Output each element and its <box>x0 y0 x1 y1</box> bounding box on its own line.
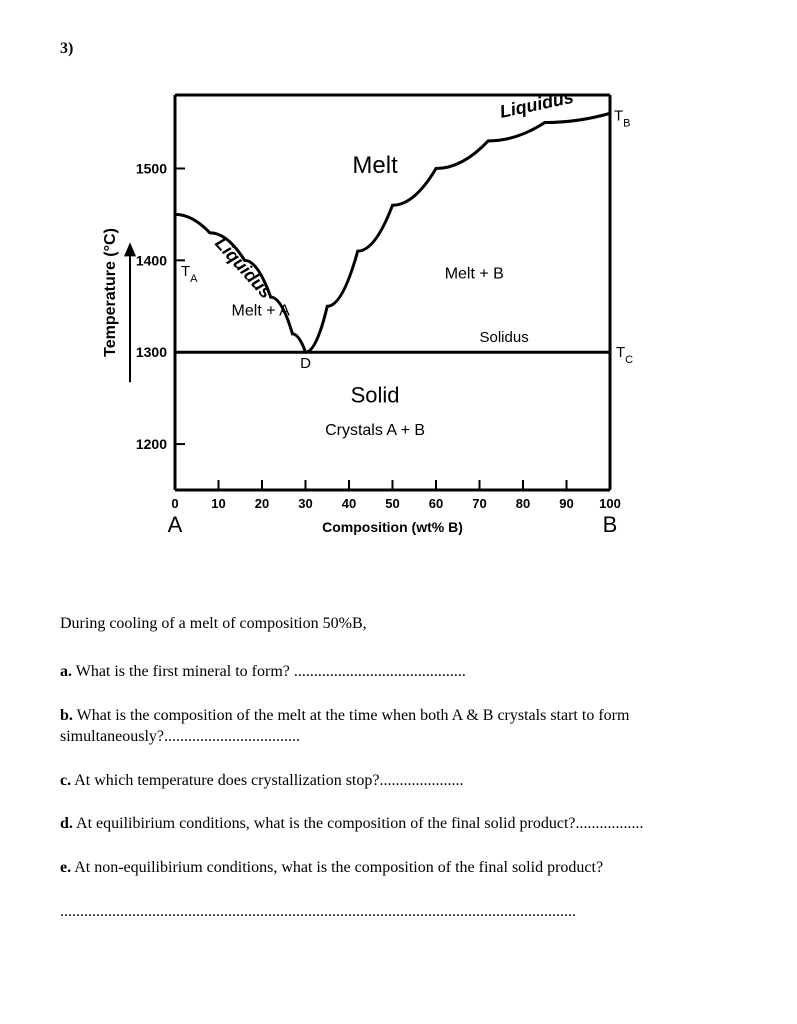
svg-text:Composition (wt% B): Composition (wt% B) <box>322 519 463 535</box>
svg-text:Crystals A + B: Crystals A + B <box>325 422 425 439</box>
svg-text:50: 50 <box>385 496 399 511</box>
label-d: d. <box>60 815 73 832</box>
subquestion-e: e. At non-equilibirium conditions, what … <box>60 857 737 879</box>
svg-text:1200: 1200 <box>136 436 167 452</box>
svg-text:Solid: Solid <box>351 383 400 408</box>
cooling-prompt: During cooling of a melt of composition … <box>60 615 737 633</box>
question-number: 3) <box>60 40 737 58</box>
svg-text:B: B <box>603 512 618 537</box>
subquestion-c: c. At which temperature does crystalliza… <box>60 770 737 792</box>
svg-text:D: D <box>300 355 311 372</box>
label-a: a. <box>60 663 72 680</box>
subquestion-d: d. At equilibirium conditions, what is t… <box>60 813 737 835</box>
label-c: c. <box>60 772 71 789</box>
svg-text:TA: TA <box>181 263 198 285</box>
subquestion-b: b. What is the composition of the melt a… <box>60 705 737 748</box>
svg-text:Solidus: Solidus <box>480 329 529 346</box>
text-b: What is the composition of the melt at t… <box>60 707 629 746</box>
phase-diagram: 0 10 20 30 40 50 60 70 80 90 100 1200 1300 1400 1500 Co… <box>90 70 737 585</box>
svg-text:100: 100 <box>599 496 621 511</box>
svg-text:Melt: Melt <box>352 152 398 179</box>
svg-text:70: 70 <box>472 496 486 511</box>
text-a: What is the first mineral to form? .....… <box>72 663 466 680</box>
subquestion-a: a. What is the first mineral to form? ..… <box>60 661 737 683</box>
svg-text:60: 60 <box>429 496 443 511</box>
svg-text:10: 10 <box>211 496 225 511</box>
svg-text:20: 20 <box>255 496 269 511</box>
svg-text:Temperature (°C): Temperature (°C) <box>102 228 119 357</box>
svg-text:1300: 1300 <box>136 344 167 360</box>
svg-text:1500: 1500 <box>136 160 167 176</box>
text-c: At which temperature does crystallizatio… <box>71 772 463 789</box>
svg-text:1400: 1400 <box>136 252 167 268</box>
svg-text:80: 80 <box>516 496 530 511</box>
label-e: e. <box>60 859 71 876</box>
svg-text:30: 30 <box>298 496 312 511</box>
svg-text:Liquidus: Liquidus <box>498 87 576 122</box>
svg-text:0: 0 <box>171 496 178 511</box>
label-b: b. <box>60 707 73 724</box>
subquestion-e-dots: ........................................… <box>60 901 737 923</box>
svg-text:40: 40 <box>342 496 356 511</box>
svg-text:Liquidus: Liquidus <box>211 233 276 302</box>
text-d: At equilibirium conditions, what is the … <box>73 815 644 832</box>
svg-text:TB: TB <box>614 108 631 130</box>
svg-text:Melt + A: Melt + A <box>232 302 291 319</box>
svg-text:Melt + B: Melt + B <box>445 266 504 283</box>
text-e: At non-equilibirium conditions, what is … <box>71 859 603 876</box>
svg-text:TC: TC <box>616 344 633 366</box>
svg-text:A: A <box>168 512 183 537</box>
svg-text:90: 90 <box>559 496 573 511</box>
